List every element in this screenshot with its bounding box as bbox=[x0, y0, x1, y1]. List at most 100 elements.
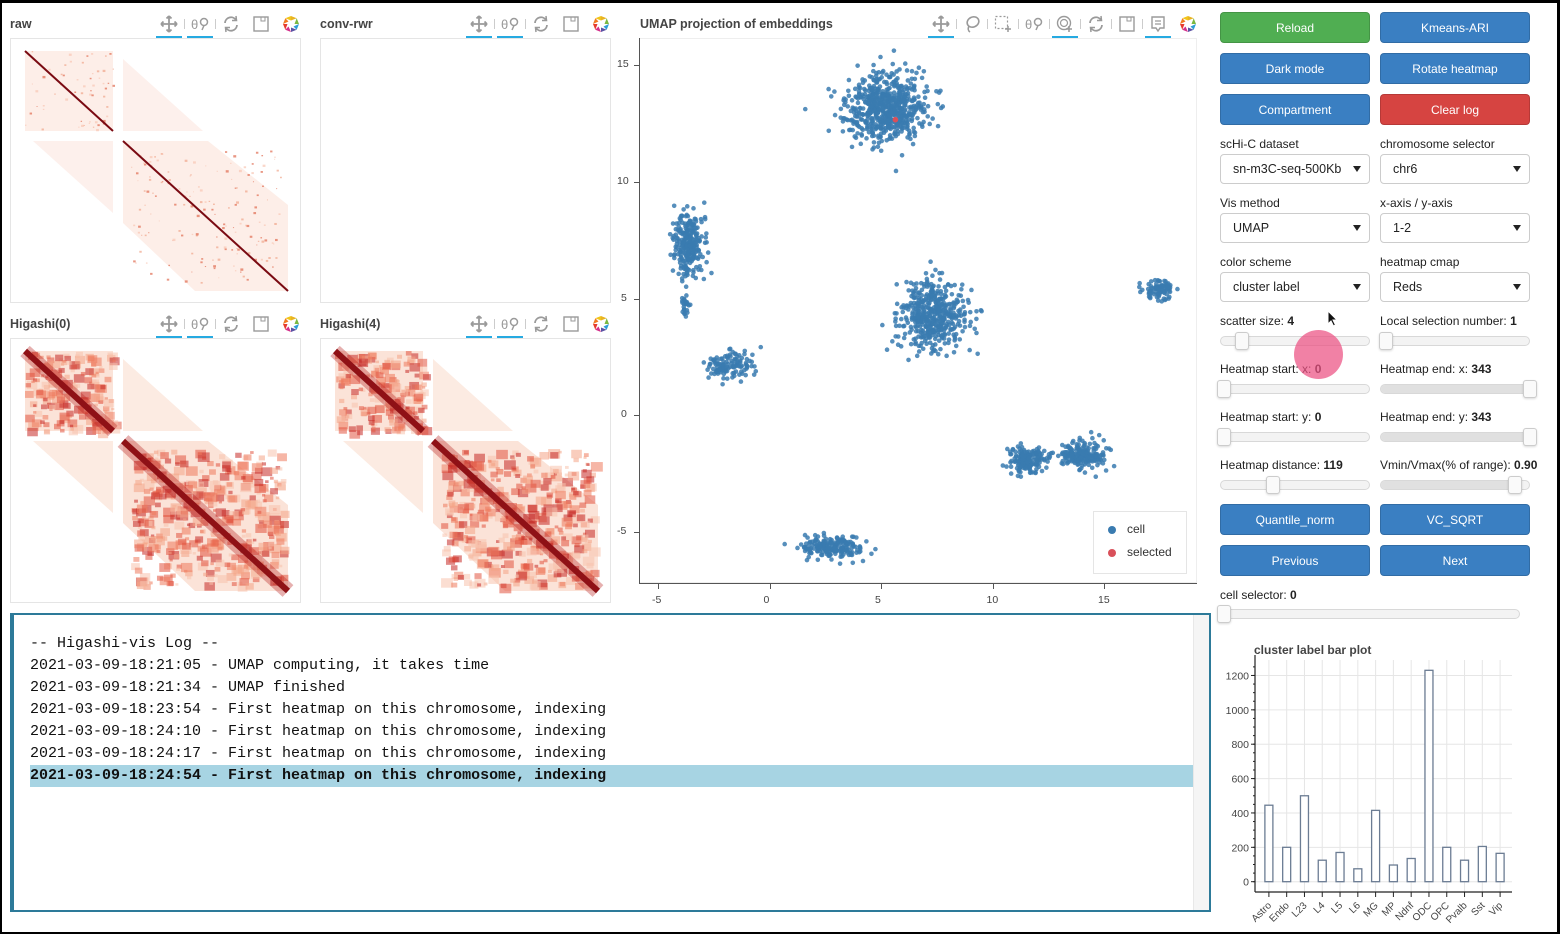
quantile-norm-button[interactable]: Quantile_norm bbox=[1220, 504, 1370, 535]
heatmap-start-x-slider[interactable] bbox=[1217, 380, 1370, 398]
color-scheme-select[interactable]: cluster label bbox=[1220, 272, 1370, 302]
previous-button[interactable]: Previous bbox=[1220, 545, 1370, 576]
slider-handle[interactable] bbox=[1217, 428, 1231, 446]
slider-handle[interactable] bbox=[1523, 380, 1537, 398]
vis-method-select[interactable]: UMAP bbox=[1220, 213, 1370, 243]
chromosome-select[interactable]: chr6 bbox=[1380, 154, 1530, 184]
bokeh-logo-tool-button[interactable] bbox=[1173, 11, 1203, 37]
bokeh-logo-tool-button[interactable] bbox=[276, 311, 306, 337]
local-selection-label: Local selection number: 1 bbox=[1380, 314, 1517, 328]
log-line[interactable]: 2021-03-09-18:21:05 - UMAP computing, it… bbox=[30, 657, 490, 674]
slider-handle[interactable] bbox=[1266, 476, 1280, 494]
slider-handle[interactable] bbox=[1235, 332, 1249, 350]
toolbar-separator bbox=[184, 19, 185, 29]
pan-tool-button[interactable] bbox=[154, 311, 184, 338]
next-button[interactable]: Next bbox=[1380, 545, 1530, 576]
wheel-zoom-tool-button[interactable]: θ bbox=[495, 311, 525, 338]
slider-handle[interactable] bbox=[1523, 428, 1537, 446]
slider-handle[interactable] bbox=[1508, 476, 1522, 494]
bokeh-logo-icon bbox=[592, 315, 610, 333]
conv-rwr-heatmap-canvas[interactable] bbox=[320, 38, 611, 303]
log-line[interactable]: 2021-03-09-18:21:34 - UMAP finished bbox=[30, 679, 346, 696]
wheel-zoom-tool-button[interactable]: θ bbox=[495, 11, 525, 38]
vc-sqrt-button[interactable]: VC_SQRT bbox=[1380, 504, 1530, 535]
wheel-zoom-tool-button[interactable]: θ bbox=[1019, 11, 1049, 37]
wheel-zoom-tool-button[interactable]: θ bbox=[185, 11, 215, 38]
heatmap-distance-slider[interactable] bbox=[1220, 476, 1370, 494]
plot-toolbar: θ bbox=[926, 11, 1203, 38]
save-tool-button[interactable] bbox=[556, 311, 586, 337]
toolbar-separator bbox=[215, 19, 216, 29]
reset-tool-button[interactable] bbox=[216, 311, 246, 337]
svg-text:L23: L23 bbox=[1290, 900, 1310, 920]
log-panel[interactable]: -- Higashi-vis Log -- 2021-03-09-18:21:05… bbox=[10, 613, 1211, 912]
x-tick-mark bbox=[881, 583, 882, 589]
umap-scatter-canvas[interactable]: cell selected bbox=[639, 38, 1197, 583]
reset-icon bbox=[1087, 15, 1105, 33]
slider-handle[interactable] bbox=[1217, 380, 1231, 398]
local-selection-slider[interactable] bbox=[1379, 332, 1530, 350]
lasso-select-tool-button[interactable] bbox=[957, 11, 987, 37]
tap-tool-button[interactable] bbox=[1050, 11, 1080, 38]
legend-label: selected bbox=[1127, 545, 1172, 559]
umap-scatter-points bbox=[667, 48, 1180, 566]
log-line[interactable]: 2021-03-09-18:24:17 - First heatmap on t… bbox=[30, 745, 607, 762]
log-line[interactable]: -- Higashi-vis Log -- bbox=[30, 635, 220, 652]
rotate-heatmap-button[interactable]: Rotate heatmap bbox=[1380, 53, 1530, 84]
bokeh-logo-icon bbox=[1179, 15, 1197, 33]
svg-text:1000: 1000 bbox=[1226, 705, 1250, 717]
slider-handle[interactable] bbox=[1379, 332, 1393, 350]
log-line[interactable]: 2021-03-09-18:24:10 - First heatmap on t… bbox=[30, 723, 607, 740]
log-line[interactable]: 2021-03-09-18:24:54 - First heatmap on t… bbox=[30, 765, 1195, 787]
save-tool-button[interactable] bbox=[246, 311, 276, 337]
raw-heatmap-canvas[interactable] bbox=[10, 38, 301, 303]
slider-handle[interactable] bbox=[1217, 605, 1231, 623]
wheel-zoom-tool-button[interactable]: θ bbox=[185, 311, 215, 338]
pan-tool-button[interactable] bbox=[464, 311, 494, 338]
axis-select[interactable]: 1-2 bbox=[1380, 213, 1530, 243]
compartment-button[interactable]: Compartment bbox=[1220, 94, 1370, 125]
svg-text:L5: L5 bbox=[1330, 900, 1346, 916]
save-tool-button[interactable] bbox=[1112, 11, 1142, 37]
heatmap-start-y-slider[interactable] bbox=[1217, 428, 1370, 446]
hover-tool-button[interactable] bbox=[1143, 11, 1173, 38]
select-value: 1-2 bbox=[1393, 221, 1412, 235]
bokeh-logo-tool-button[interactable] bbox=[586, 311, 616, 337]
reset-tool-button[interactable] bbox=[216, 11, 246, 37]
reload-button[interactable]: Reload bbox=[1220, 12, 1370, 43]
vmin-vmax-slider[interactable] bbox=[1380, 476, 1530, 494]
svg-text:θ: θ bbox=[191, 317, 198, 332]
higashi4-heatmap-canvas[interactable] bbox=[320, 338, 611, 603]
log-line[interactable]: 2021-03-09-18:23:54 - First heatmap on t… bbox=[30, 701, 607, 718]
cmap-select[interactable]: Reds bbox=[1380, 272, 1530, 302]
reset-tool-button[interactable] bbox=[526, 11, 556, 37]
pan-tool-button[interactable] bbox=[926, 11, 956, 38]
save-tool-button[interactable] bbox=[556, 11, 586, 37]
heatmap-end-y-slider[interactable] bbox=[1380, 428, 1537, 446]
save-tool-button[interactable] bbox=[246, 11, 276, 37]
dark-mode-button[interactable]: Dark mode bbox=[1220, 53, 1370, 84]
pan-icon bbox=[470, 15, 488, 33]
plot-toolbar: θ bbox=[464, 11, 616, 38]
lasso-select-icon bbox=[963, 15, 981, 33]
log-scrollbar[interactable] bbox=[1193, 615, 1209, 910]
higashi0-heatmap-canvas[interactable] bbox=[10, 338, 301, 603]
bokeh-logo-tool-button[interactable] bbox=[276, 11, 306, 37]
clear-log-button[interactable]: Clear log bbox=[1380, 94, 1530, 125]
dataset-select[interactable]: sn-m3C-seq-500Kb bbox=[1220, 154, 1370, 184]
pan-tool-button[interactable] bbox=[464, 11, 494, 38]
toolbar-separator bbox=[1018, 19, 1019, 29]
pan-tool-button[interactable] bbox=[154, 11, 184, 38]
box-select-tool-button[interactable] bbox=[988, 11, 1018, 37]
kmeans-ari-button[interactable]: Kmeans-ARI bbox=[1380, 12, 1530, 43]
reset-tool-button[interactable] bbox=[526, 311, 556, 337]
svg-text:600: 600 bbox=[1231, 774, 1249, 786]
svg-text:ODC: ODC bbox=[1411, 900, 1435, 924]
heatmap-distance-label: Heatmap distance: 119 bbox=[1220, 458, 1343, 472]
toolbar-separator bbox=[525, 19, 526, 29]
heatmap-end-x-slider[interactable] bbox=[1380, 380, 1537, 398]
cell-selector-slider[interactable] bbox=[1217, 605, 1520, 623]
reset-tool-button[interactable] bbox=[1081, 11, 1111, 37]
bokeh-logo-tool-button[interactable] bbox=[586, 11, 616, 37]
